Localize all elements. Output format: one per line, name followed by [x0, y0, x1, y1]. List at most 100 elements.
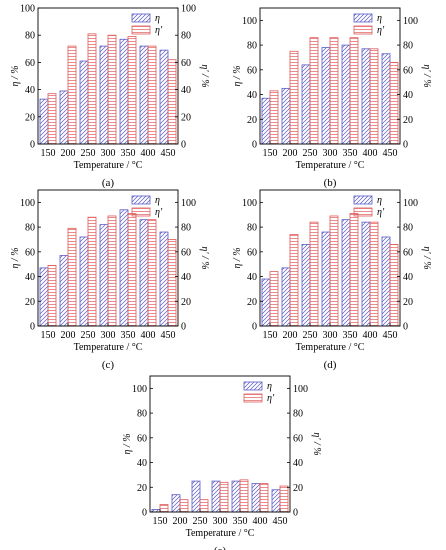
- bar-eta-prime: [107, 34, 117, 145]
- y-tick-label-right: 0: [181, 322, 186, 333]
- y-tick-label-right: 100: [181, 198, 196, 209]
- chart-svg: 0 20 40 60 80 100 0 20 40 60 80 100 150 200 250 300 350 4…: [10, 4, 210, 190]
- bar-eta: [381, 236, 391, 327]
- x-tick-label: 450: [273, 516, 288, 527]
- y-tick-label-right: 80: [181, 223, 191, 234]
- bar-eta: [159, 49, 169, 145]
- y-tick-label-left: 0: [252, 140, 257, 151]
- panel-caption: (b): [324, 177, 337, 189]
- bar-eta-prime: [289, 234, 299, 327]
- bar-eta: [321, 47, 331, 145]
- bar-eta: [301, 244, 311, 327]
- y-tick-label-right: 40: [403, 272, 413, 283]
- y-tick-label-right: 40: [403, 90, 413, 101]
- y-tick-label-left: 0: [252, 322, 257, 333]
- y-tick-label-left: 0: [30, 322, 35, 333]
- y-tick-label-right: 80: [293, 409, 303, 420]
- y-tick-label-left: 80: [25, 223, 35, 234]
- y-tick-label-right: 20: [181, 297, 191, 308]
- y-tick-label-left: 100: [242, 16, 257, 27]
- bar-eta: [301, 64, 311, 145]
- bar-eta-prime: [349, 37, 359, 145]
- y-tick-label-left: 60: [137, 433, 147, 444]
- x-tick-label: 350: [233, 516, 248, 527]
- y-axis-title-right: η' / %: [421, 64, 432, 87]
- bar-eta: [119, 38, 129, 145]
- x-tick-label: 300: [323, 330, 338, 341]
- y-tick-label-left: 100: [20, 4, 35, 15]
- legend-swatch-eta: [353, 195, 373, 205]
- bar-eta-prime: [47, 93, 57, 145]
- y-tick-label-left: 100: [132, 384, 147, 395]
- bar-eta-prime: [309, 221, 319, 327]
- y-tick-label-right: 60: [403, 247, 413, 258]
- x-tick-label: 450: [161, 330, 176, 341]
- y-tick-label-right: 100: [293, 384, 308, 395]
- x-tick-label: 250: [303, 330, 318, 341]
- y-axis-title-right: η' / %: [311, 432, 322, 455]
- legend-label-eta: η: [377, 13, 382, 24]
- chart-svg: 0 20 40 60 80 100 0 20 40 60 80 100 150 200 250 300 350 4…: [10, 189, 210, 371]
- y-tick-label-left: 80: [137, 409, 147, 420]
- bar-eta-prime: [159, 504, 169, 513]
- bar-eta: [39, 267, 49, 327]
- x-tick-label: 450: [383, 330, 398, 341]
- y-tick-label-left: 20: [137, 483, 147, 494]
- y-tick-label-right: 60: [293, 433, 303, 444]
- y-tick-label-left: 40: [247, 272, 257, 283]
- legend-swatch-eta: [131, 13, 151, 23]
- y-tick-label-left: 80: [247, 223, 257, 234]
- bar-eta-prime: [219, 481, 229, 513]
- y-axis-title-left: η / %: [122, 433, 133, 454]
- y-tick-label-right: 20: [293, 483, 303, 494]
- bar-eta-prime: [269, 271, 279, 327]
- y-tick-label-right: 100: [181, 4, 196, 15]
- y-tick-label-right: 20: [181, 112, 191, 123]
- bar-eta-prime: [269, 90, 279, 145]
- y-tick-label-right: 100: [403, 16, 418, 27]
- y-tick-label-right: 80: [403, 223, 413, 234]
- y-tick-label-right: 0: [403, 140, 408, 151]
- bar-eta-prime: [87, 33, 97, 145]
- x-tick-label: 300: [101, 148, 116, 159]
- x-tick-label: 150: [153, 516, 168, 527]
- bar-eta-prime: [289, 50, 299, 145]
- bar-eta: [39, 98, 49, 145]
- y-tick-label-left: 100: [242, 198, 257, 209]
- bar-eta: [361, 48, 371, 145]
- chart-svg: 0 20 40 60 80 100 0 20 40 60 80 100 150 200 250 300 350 4…: [122, 375, 322, 550]
- x-tick-label: 200: [283, 148, 298, 159]
- y-tick-label-left: 80: [25, 31, 35, 42]
- legend-swatch-eta-prime: [353, 25, 373, 35]
- panel-b: 0 20 40 60 80 100 0 20 40 60 80 100 150 200 250 300 350 4…: [230, 4, 432, 189]
- x-tick-label: 400: [363, 330, 378, 341]
- bar-eta: [361, 221, 371, 327]
- bar-eta-prime: [389, 244, 399, 327]
- bar-eta-prime: [127, 213, 137, 327]
- x-tick-label: 200: [61, 148, 76, 159]
- legend-swatch-eta-prime: [243, 393, 263, 403]
- x-tick-label: 350: [121, 148, 136, 159]
- x-tick-label: 250: [81, 148, 96, 159]
- x-tick-label: 400: [363, 148, 378, 159]
- x-tick-label: 150: [263, 330, 278, 341]
- y-tick-label-left: 40: [25, 85, 35, 96]
- y-axis-title-left: η / %: [10, 247, 21, 268]
- x-axis-title: Temperature / °C: [296, 342, 365, 353]
- bar-eta: [381, 53, 391, 145]
- bar-eta: [59, 255, 69, 327]
- panel-caption: (d): [324, 359, 337, 371]
- legend-swatch-eta: [131, 195, 151, 205]
- y-tick-label-left: 20: [247, 115, 257, 126]
- bar-eta-prime: [329, 37, 339, 145]
- y-tick-label-right: 40: [293, 458, 303, 469]
- bar-eta: [341, 44, 351, 145]
- bar-eta-prime: [127, 36, 137, 145]
- bar-eta: [79, 236, 89, 327]
- x-tick-label: 200: [173, 516, 188, 527]
- y-tick-label-left: 100: [20, 198, 35, 209]
- x-tick-label: 350: [343, 330, 358, 341]
- x-tick-label: 300: [213, 516, 228, 527]
- bar-eta: [261, 278, 271, 327]
